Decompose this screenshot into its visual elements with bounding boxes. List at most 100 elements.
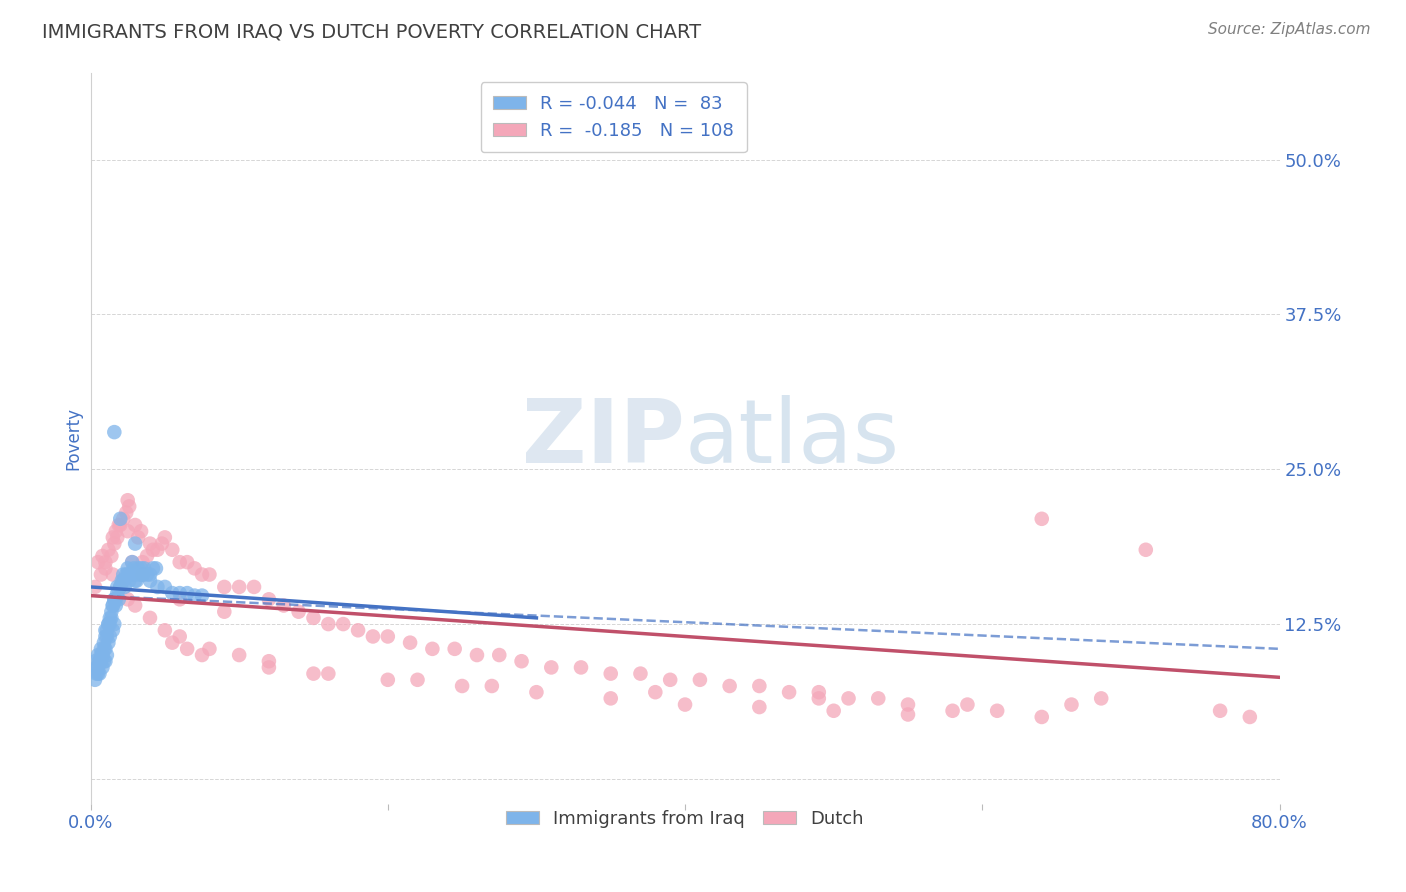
- Point: [105, 530, 128, 544]
- Point: [599, 691, 621, 706]
- Point: [90, 648, 112, 662]
- Text: atlas: atlas: [685, 395, 900, 482]
- Point: [87, 660, 110, 674]
- Point: [1060, 698, 1083, 712]
- Point: [91, 549, 114, 563]
- Point: [302, 611, 325, 625]
- Point: [86, 666, 108, 681]
- Point: [748, 679, 770, 693]
- Point: [153, 580, 176, 594]
- Point: [118, 574, 141, 588]
- Point: [117, 524, 139, 539]
- Point: [176, 641, 198, 656]
- Point: [169, 555, 191, 569]
- Point: [124, 518, 146, 533]
- Point: [87, 648, 110, 662]
- Point: [115, 506, 138, 520]
- Point: [169, 630, 191, 644]
- Point: [121, 567, 143, 582]
- Point: [93, 654, 115, 668]
- Point: [153, 624, 176, 638]
- Point: [318, 617, 340, 632]
- Point: [481, 679, 503, 693]
- Point: [526, 685, 548, 699]
- Point: [100, 605, 122, 619]
- Point: [128, 567, 150, 582]
- Point: [183, 561, 205, 575]
- Point: [117, 592, 139, 607]
- Point: [131, 567, 153, 582]
- Point: [142, 561, 165, 575]
- Point: [96, 630, 118, 644]
- Point: [807, 691, 830, 706]
- Point: [94, 561, 117, 575]
- Point: [778, 685, 800, 699]
- Point: [142, 542, 165, 557]
- Point: [112, 574, 135, 588]
- Point: [91, 648, 114, 662]
- Point: [84, 673, 107, 687]
- Point: [986, 704, 1008, 718]
- Point: [94, 654, 117, 668]
- Point: [110, 518, 132, 533]
- Point: [94, 630, 117, 644]
- Point: [139, 536, 162, 550]
- Point: [377, 673, 399, 687]
- Point: [89, 654, 111, 668]
- Point: [169, 592, 191, 607]
- Point: [942, 704, 965, 718]
- Point: [110, 580, 132, 594]
- Point: [146, 580, 169, 594]
- Point: [91, 648, 114, 662]
- Point: [377, 630, 399, 644]
- Point: [146, 542, 169, 557]
- Point: [97, 635, 120, 649]
- Point: [176, 586, 198, 600]
- Point: [110, 512, 132, 526]
- Point: [91, 660, 114, 674]
- Point: [443, 641, 465, 656]
- Point: [97, 617, 120, 632]
- Point: [101, 599, 124, 613]
- Point: [86, 660, 108, 674]
- Point: [89, 654, 111, 668]
- Point: [191, 567, 214, 582]
- Point: [129, 561, 152, 575]
- Point: [162, 542, 184, 557]
- Point: [120, 567, 142, 582]
- Point: [100, 549, 122, 563]
- Point: [332, 617, 354, 632]
- Point: [93, 641, 115, 656]
- Point: [273, 599, 295, 613]
- Point: [112, 567, 135, 582]
- Point: [302, 666, 325, 681]
- Point: [124, 599, 146, 613]
- Point: [97, 542, 120, 557]
- Point: [897, 698, 920, 712]
- Point: [121, 555, 143, 569]
- Point: [214, 580, 236, 594]
- Point: [1239, 710, 1261, 724]
- Point: [124, 574, 146, 588]
- Point: [97, 617, 120, 632]
- Point: [136, 567, 159, 582]
- Point: [93, 635, 115, 649]
- Point: [105, 586, 128, 600]
- Point: [103, 536, 125, 550]
- Point: [659, 673, 682, 687]
- Point: [114, 580, 136, 594]
- Point: [183, 589, 205, 603]
- Point: [94, 624, 117, 638]
- Point: [103, 592, 125, 607]
- Point: [127, 530, 149, 544]
- Point: [103, 617, 125, 632]
- Point: [198, 567, 221, 582]
- Point: [1209, 704, 1232, 718]
- Point: [125, 574, 148, 588]
- Point: [94, 555, 117, 569]
- Point: [98, 617, 121, 632]
- Point: [540, 660, 562, 674]
- Point: [129, 524, 152, 539]
- Point: [117, 567, 139, 582]
- Point: [228, 580, 250, 594]
